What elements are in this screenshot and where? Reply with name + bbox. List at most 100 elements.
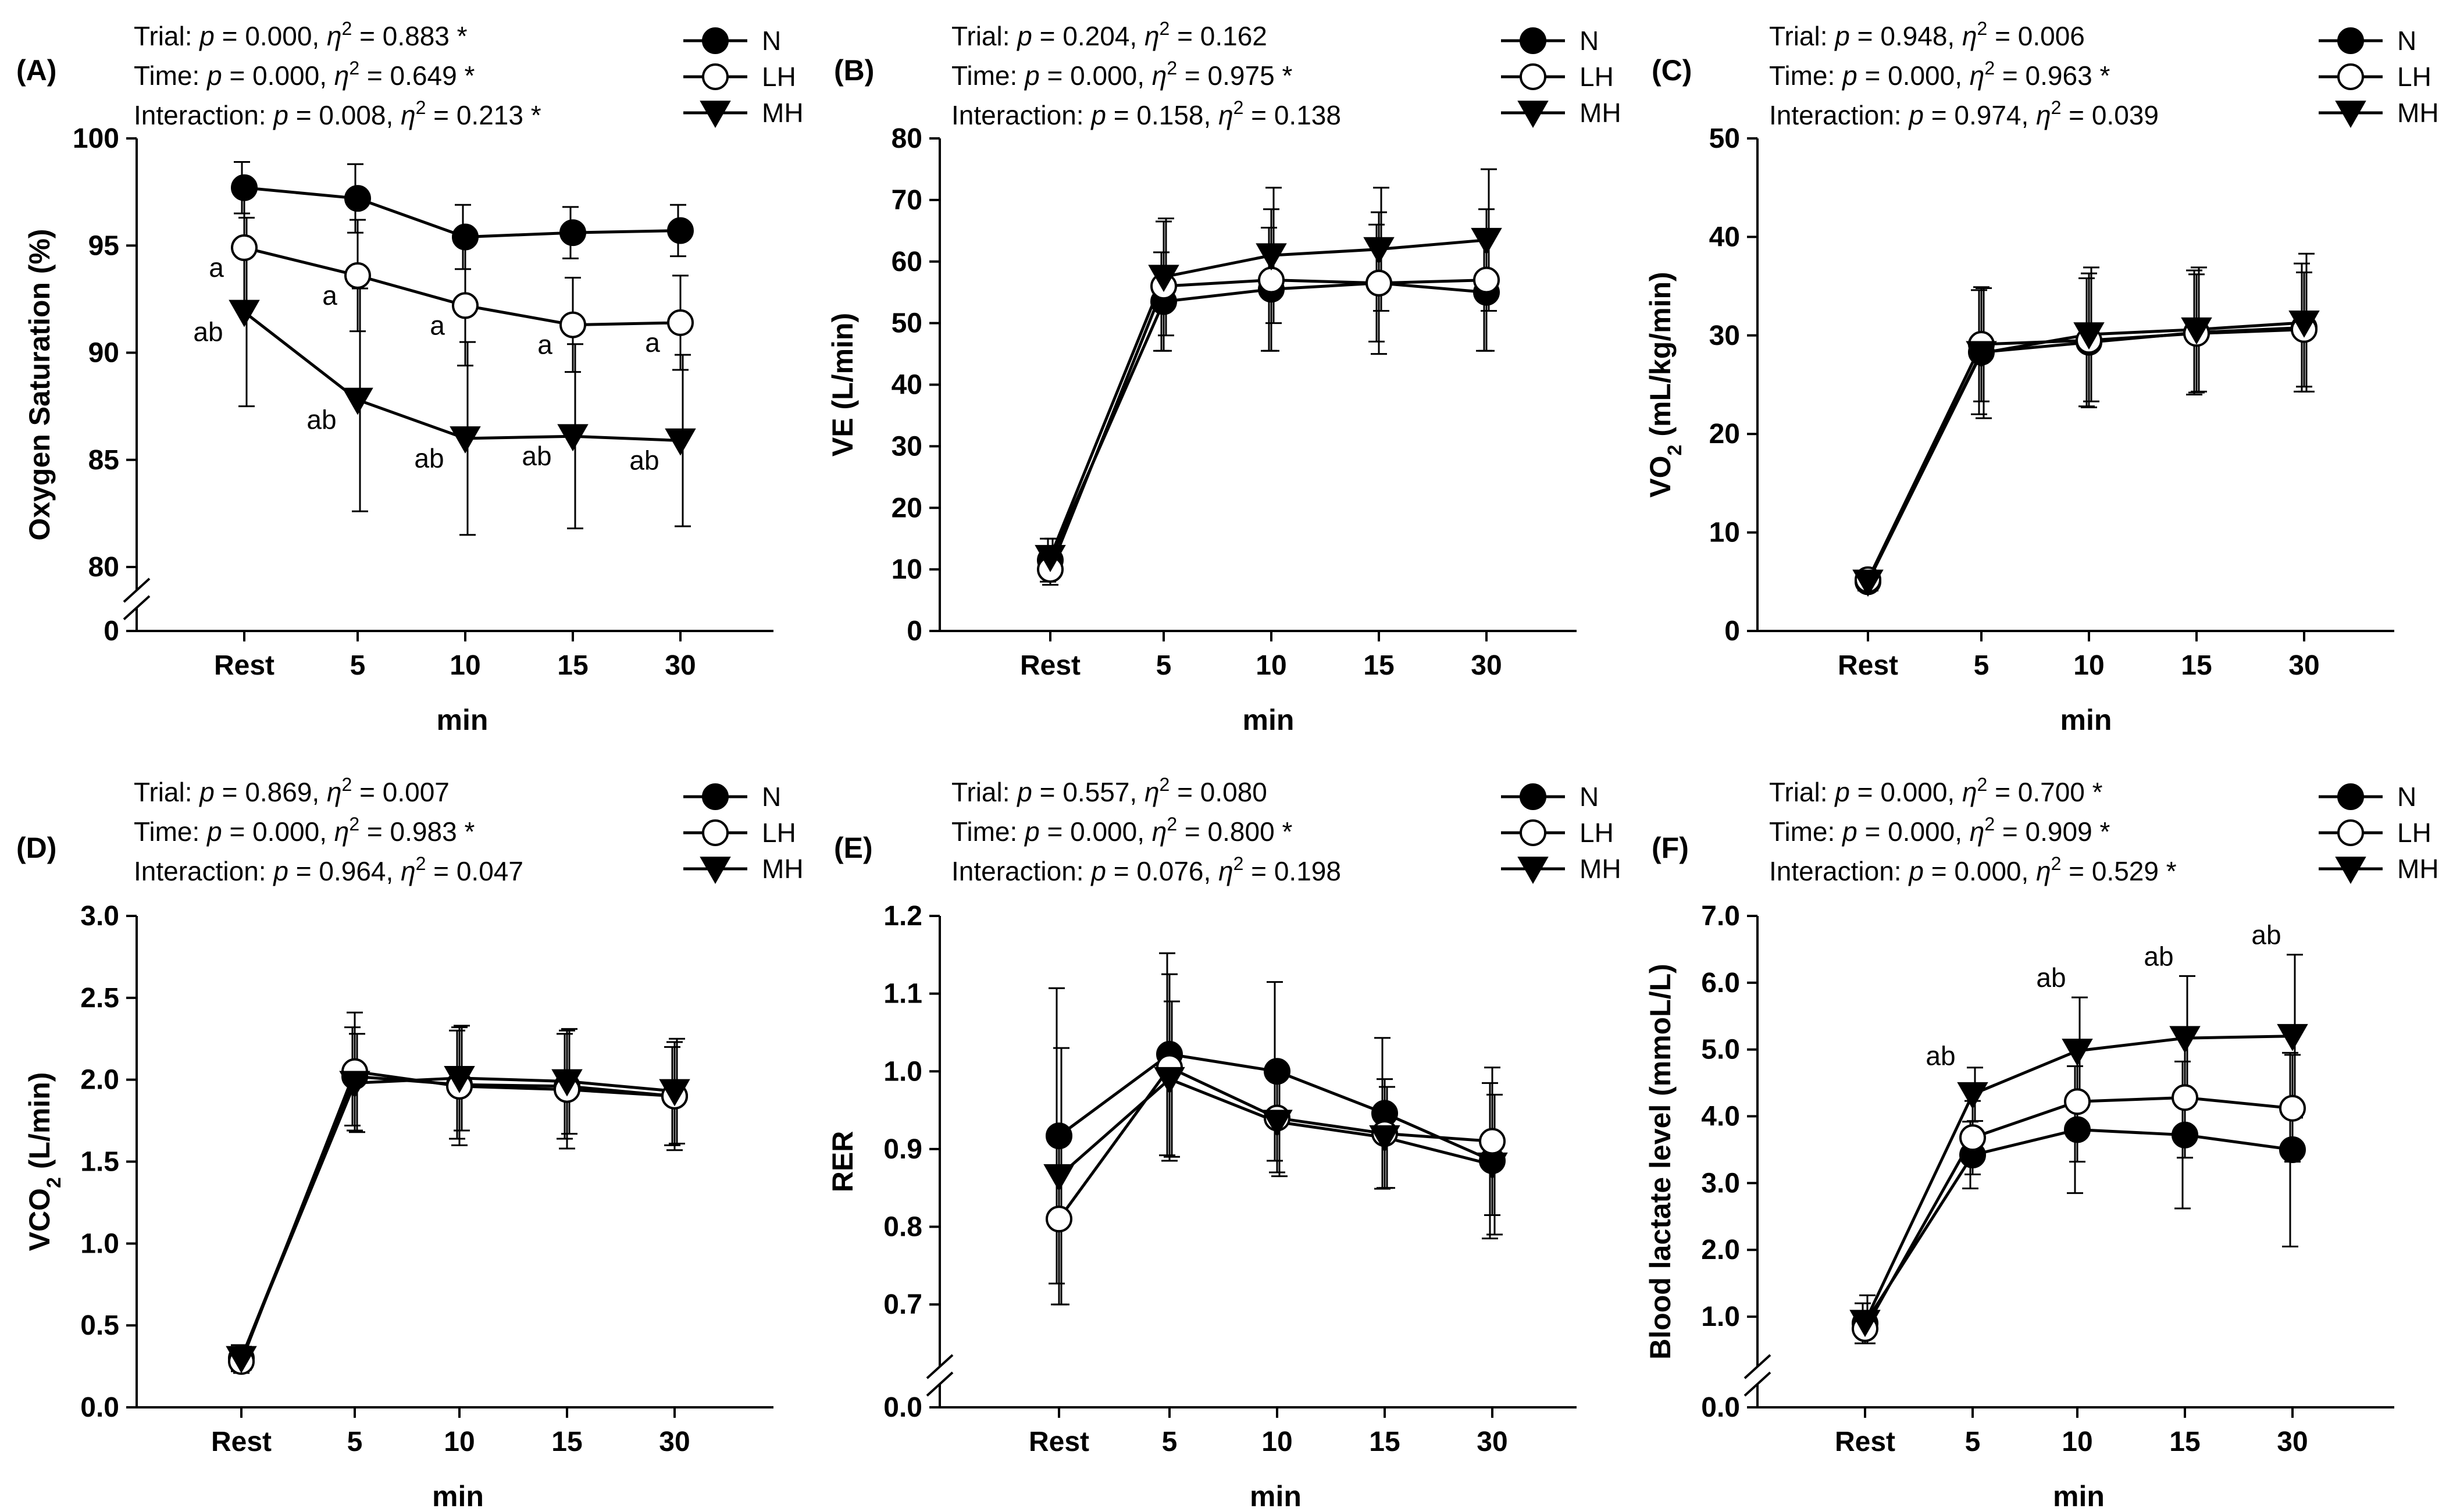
data-point-n [1046, 1122, 1072, 1150]
significance-annotation: a [209, 252, 224, 283]
stat-colon: : [1076, 856, 1092, 886]
data-point-mh [339, 1071, 370, 1099]
p-symbol: p [1024, 60, 1040, 91]
y-axis-label-sub: 2 [1664, 445, 1686, 456]
p-value: = 0.000, [222, 816, 334, 847]
y-tick-label: 1.0 [883, 1056, 922, 1087]
eta-symbol: η [327, 21, 342, 51]
markers-n [231, 174, 694, 251]
y-tick-label: 1.2 [883, 901, 922, 932]
data-point-mh [450, 426, 481, 454]
p-value: = 0.000, [1040, 60, 1152, 91]
legend-label: MH [762, 854, 804, 884]
y-tick-label: 20 [1709, 419, 1740, 450]
legend-label: MH [2397, 98, 2439, 128]
stat-line: Time: p = 0.000, η2 = 0.963 * [1769, 58, 2110, 91]
data-point-mh [1369, 1125, 1400, 1153]
y-tick-label: 0.0 [883, 1392, 922, 1423]
data-point-mh [1363, 237, 1395, 265]
eta-symbol: η [2036, 856, 2051, 886]
series-mh [1859, 954, 2303, 1345]
stat-colon: : [1010, 60, 1025, 91]
legend-label: MH [1580, 854, 1621, 884]
data-point-lh [1365, 269, 1392, 297]
eta-superscript: 2 [1233, 853, 1244, 874]
data-point-mh [551, 1069, 583, 1097]
y-axis-label: VCO2 (L/min) [23, 1072, 65, 1251]
eta-symbol: η [1962, 21, 1977, 51]
stat-colon: : [1820, 21, 1835, 51]
eta-value: = 0.649 * [359, 60, 475, 91]
y-axis-label: VE (L/min) [826, 313, 859, 457]
stat-name: Trial [951, 21, 1003, 51]
legend-label: LH [2397, 62, 2431, 92]
p-value: = 0.557, [1032, 777, 1145, 807]
stat-name: Interaction [1769, 100, 1894, 130]
significance-annotation: a [537, 330, 552, 360]
data-point-n [452, 223, 479, 251]
markers-n [1852, 1116, 2306, 1337]
data-point-lh [1046, 1206, 1072, 1233]
p-value: = 0.158, [1106, 100, 1218, 130]
stat-line: Time: p = 0.000, η2 = 0.800 * [951, 814, 1292, 847]
y-tick-label: 1.5 [80, 1147, 119, 1178]
eta-value: = 0.007 [352, 777, 450, 807]
data-point-mh [557, 424, 589, 452]
legend-label: N [1580, 26, 1599, 56]
x-tick-label: 30 [2277, 1427, 2308, 1457]
data-point-mh [2277, 1024, 2308, 1051]
eta-value: = 0.909 * [1995, 816, 2110, 847]
eta-superscript: 2 [1233, 97, 1244, 118]
data-point-mh [665, 428, 696, 456]
legend-label: LH [762, 818, 796, 848]
data-point-mh [1957, 1082, 1988, 1110]
y-axis-label: Oxygen Saturation (%) [23, 229, 56, 540]
y-tick-label: 0.9 [883, 1134, 922, 1165]
significance-annotation: ab [2144, 941, 2173, 971]
stat-line: Trial: p = 0.869, η2 = 0.007 [134, 774, 450, 807]
y-tick-label: 0.8 [883, 1212, 922, 1243]
y-tick-label: 1.0 [1701, 1301, 1740, 1332]
x-tick-label: 30 [2288, 650, 2319, 681]
x-axis-label: min [2060, 704, 2112, 736]
panel-label: (E) [834, 832, 873, 864]
p-symbol: p [1834, 21, 1850, 51]
data-point-mh [1154, 1067, 1185, 1094]
stat-colon: : [1003, 777, 1018, 807]
axis-break-mark [926, 1371, 954, 1397]
markers-mh [1849, 1024, 2308, 1338]
legend-label: LH [1580, 62, 1614, 92]
legend-marker-mh [2335, 101, 2366, 128]
p-value: = 0.869, [215, 777, 327, 807]
panel-label: (C) [1652, 54, 1692, 87]
legend-label: LH [762, 62, 796, 92]
significance-annotation: ab [2036, 962, 2066, 993]
y-tick-label: 2.0 [1701, 1235, 1740, 1265]
eta-value: = 0.080 [1170, 777, 1267, 807]
y-tick-label: 0.0 [80, 1392, 119, 1423]
series-n [1857, 262, 2310, 592]
y-tick-label: 3.0 [80, 901, 119, 932]
data-point-mh [226, 1346, 257, 1374]
data-point-lh [2172, 1084, 2198, 1111]
panel-label: (B) [834, 54, 874, 87]
p-value: = 0.076, [1106, 856, 1218, 886]
eta-superscript: 2 [349, 814, 359, 835]
eta-value: = 0.039 [2061, 100, 2159, 130]
eta-symbol: η [334, 60, 350, 91]
legend-marker-lh [1520, 63, 1546, 90]
eta-symbol: η [401, 856, 416, 886]
eta-superscript: 2 [2051, 97, 2062, 118]
legend-marker-n [1520, 783, 1546, 810]
legend-marker-lh [1520, 819, 1546, 846]
data-point-mh [2288, 310, 2320, 338]
legend-marker-n [1520, 27, 1546, 54]
x-tick-label: 15 [2181, 650, 2212, 681]
eta-symbol: η [1218, 100, 1233, 130]
legend-marker-n [702, 783, 729, 810]
markers-mh [226, 1066, 690, 1374]
y-axis-label-main: VE (L/min) [826, 313, 859, 457]
data-point-n [1264, 1058, 1290, 1085]
y-tick-label: 90 [88, 338, 119, 369]
y-tick-label: 40 [1709, 222, 1740, 252]
